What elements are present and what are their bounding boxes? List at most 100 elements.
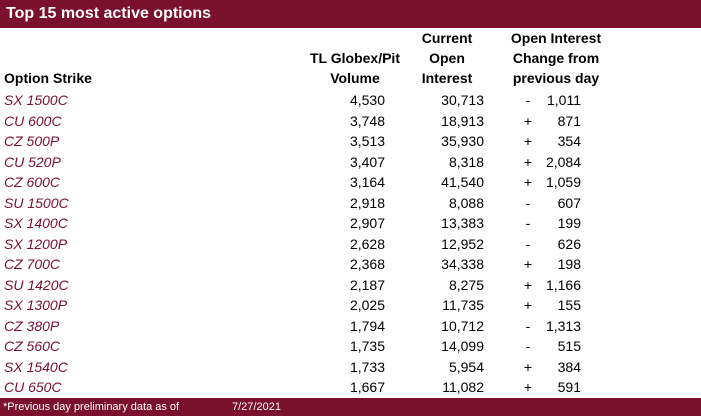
table-row: CZ 600C 3,164 41,540 + 1,059 bbox=[0, 172, 701, 193]
open-interest-cell: 41,540 bbox=[441, 174, 484, 190]
option-strike-cell: SX 1500C bbox=[4, 92, 68, 108]
table-row: SX 1300P 2,025 11,735 + 155 bbox=[0, 295, 701, 316]
option-strike-cell: SX 1200P bbox=[4, 235, 68, 252]
change-sign-cell: - bbox=[525, 215, 531, 231]
header-volume-line-2: Volume bbox=[330, 70, 380, 86]
footer-bar: *Previous day preliminary data as of 7/2… bbox=[0, 398, 701, 416]
volume-cell: 2,907 bbox=[349, 215, 385, 231]
option-strike-cell: CZ 380P bbox=[4, 317, 60, 334]
change-sign-cell: - bbox=[525, 92, 531, 108]
volume-cell: 2,368 bbox=[349, 256, 385, 272]
change-value-cell: 871 bbox=[557, 112, 581, 129]
change-value-cell: 626 bbox=[557, 235, 581, 252]
header-chg-line-3: previous day bbox=[512, 70, 600, 86]
header-volume: TL Globex/Pit Volume bbox=[300, 48, 410, 88]
header-oi-change: Open Interest Change from previous day bbox=[488, 28, 624, 88]
option-strike-cell: SX 1540C bbox=[4, 358, 68, 375]
change-sign-cell: - bbox=[525, 317, 531, 334]
change-value-cell: 591 bbox=[557, 379, 581, 395]
option-strike-cell: CZ 560C bbox=[4, 338, 61, 354]
footer-note: *Previous day preliminary data as of bbox=[3, 401, 180, 413]
options-table-body: SX 1500C 4,530 30,713 - 1,011 CU 600C 3,… bbox=[0, 90, 701, 398]
change-value-cell: 2,084 bbox=[545, 153, 581, 170]
header-oi-line-3: Interest bbox=[421, 70, 473, 86]
change-value-cell: 155 bbox=[557, 297, 581, 313]
header-volume-line-1: TL Globex/Pit bbox=[310, 50, 400, 66]
change-sign-cell: - bbox=[525, 194, 531, 211]
volume-cell: 3,407 bbox=[349, 153, 385, 170]
volume-cell: 2,628 bbox=[349, 235, 385, 252]
volume-cell: 2,025 bbox=[349, 297, 385, 313]
change-sign-cell: + bbox=[523, 256, 533, 272]
change-value-cell: 1,059 bbox=[545, 174, 581, 190]
change-value-cell: 1,011 bbox=[547, 92, 581, 108]
change-sign-cell: + bbox=[523, 133, 533, 149]
header-oi-line-1: Current bbox=[421, 30, 473, 46]
open-interest-cell: 14,099 bbox=[441, 338, 484, 354]
option-strike-cell: SX 1400C bbox=[4, 215, 68, 231]
open-interest-cell: 18,913 bbox=[441, 112, 484, 129]
volume-cell: 1,794 bbox=[349, 317, 385, 334]
change-sign-cell: + bbox=[523, 358, 533, 375]
volume-cell: 2,187 bbox=[349, 276, 385, 293]
open-interest-cell: 8,275 bbox=[448, 276, 484, 293]
volume-cell: 3,513 bbox=[349, 133, 385, 149]
volume-cell: 4,530 bbox=[349, 92, 385, 108]
table-row: CU 600C 3,748 18,913 + 871 bbox=[0, 111, 701, 132]
table-title: Top 15 most active options bbox=[0, 0, 701, 28]
table-row: SX 1500C 4,530 30,713 - 1,011 bbox=[0, 90, 701, 111]
volume-cell: 2,918 bbox=[349, 194, 385, 211]
change-value-cell: 1,166 bbox=[545, 276, 581, 293]
table-row: SX 1200P 2,628 12,952 - 626 bbox=[0, 234, 701, 255]
header-chg-line-2: Change from bbox=[512, 50, 600, 66]
open-interest-cell: 35,930 bbox=[441, 133, 484, 149]
open-interest-cell: 30,713 bbox=[441, 92, 484, 108]
table-row: CU 520P 3,407 8,318 + 2,084 bbox=[0, 152, 701, 173]
header-chg-line-1: Open Interest bbox=[510, 30, 602, 46]
option-strike-cell: CZ 600C bbox=[4, 174, 61, 190]
table-row: SX 1540C 1,733 5,954 + 384 bbox=[0, 357, 701, 378]
change-sign-cell: - bbox=[525, 338, 531, 354]
change-sign-cell: + bbox=[523, 153, 533, 170]
volume-cell: 3,748 bbox=[349, 112, 385, 129]
open-interest-cell: 8,318 bbox=[448, 153, 484, 170]
change-value-cell: 354 bbox=[557, 133, 581, 149]
change-value-cell: 1,313 bbox=[545, 317, 581, 334]
header-option-strike: Option Strike bbox=[4, 70, 92, 86]
volume-cell: 1,667 bbox=[349, 379, 385, 395]
table-row: CZ 700C 2,368 34,338 + 198 bbox=[0, 254, 701, 275]
option-strike-cell: CU 650C bbox=[4, 379, 62, 395]
header-oi-line-2: Open bbox=[429, 50, 465, 66]
change-sign-cell: - bbox=[525, 235, 531, 252]
change-sign-cell: + bbox=[523, 112, 533, 129]
change-value-cell: 384 bbox=[557, 358, 581, 375]
table-row: SU 1420C 2,187 8,275 + 1,166 bbox=[0, 275, 701, 296]
option-strike-cell: SU 1500C bbox=[4, 194, 69, 211]
footer-date: 7/27/2021 bbox=[232, 401, 281, 413]
change-sign-cell: + bbox=[523, 379, 533, 395]
open-interest-cell: 34,338 bbox=[441, 256, 484, 272]
open-interest-cell: 13,383 bbox=[441, 215, 484, 231]
open-interest-cell: 5,954 bbox=[448, 358, 484, 375]
option-strike-cell: CZ 500P bbox=[4, 133, 60, 149]
volume-cell: 3,164 bbox=[349, 174, 385, 190]
option-strike-cell: CU 520P bbox=[4, 153, 61, 170]
table-row: CZ 560C 1,735 14,099 - 515 bbox=[0, 336, 701, 357]
table-row: CZ 500P 3,513 35,930 + 354 bbox=[0, 131, 701, 152]
open-interest-cell: 11,735 bbox=[442, 297, 484, 313]
volume-cell: 1,735 bbox=[349, 338, 385, 354]
open-interest-cell: 12,952 bbox=[441, 235, 484, 252]
change-sign-cell: + bbox=[523, 297, 533, 313]
header-open-interest: Current Open Interest bbox=[405, 28, 489, 88]
option-strike-cell: CZ 700C bbox=[4, 256, 61, 272]
table-row: CZ 380P 1,794 10,712 - 1,313 bbox=[0, 316, 701, 337]
option-strike-cell: CU 600C bbox=[4, 112, 62, 129]
change-value-cell: 607 bbox=[557, 194, 581, 211]
change-value-cell: 199 bbox=[557, 215, 581, 231]
table-row: SU 1500C 2,918 8,088 - 607 bbox=[0, 193, 701, 214]
table-row: SX 1400C 2,907 13,383 - 199 bbox=[0, 213, 701, 234]
change-value-cell: 515 bbox=[557, 338, 581, 354]
option-strike-cell: SU 1420C bbox=[4, 276, 69, 293]
change-value-cell: 198 bbox=[557, 256, 581, 272]
option-strike-cell: SX 1300P bbox=[4, 297, 68, 313]
